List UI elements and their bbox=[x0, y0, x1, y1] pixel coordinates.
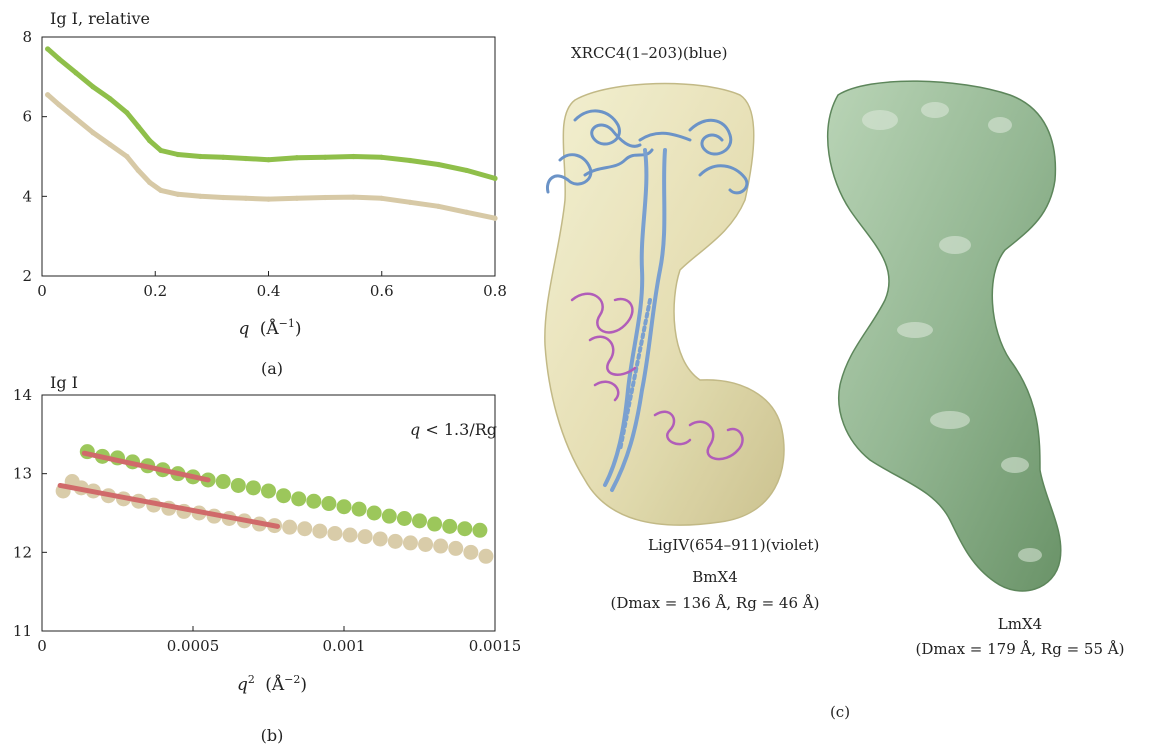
xrcc4-head bbox=[545, 109, 749, 195]
chart-a-xlabel: q (Å−1) bbox=[238, 317, 301, 339]
xrcc4-label: XRCC4(1–203)(blue) bbox=[571, 44, 728, 62]
bmx4-envelope bbox=[544, 82, 785, 526]
chart-b-point bbox=[463, 544, 479, 560]
chart-b-point bbox=[306, 493, 322, 509]
chart-b-ytick-label: 12 bbox=[13, 543, 32, 561]
chart-b-xtick-label: 0.0015 bbox=[469, 637, 520, 655]
chart-a-series-trace bbox=[45, 92, 498, 221]
chart-b-point bbox=[342, 527, 358, 543]
chart-b-point bbox=[387, 533, 403, 549]
chart-a-ticks: 0 0.2 0.4 0.6 0.8 2 4 6 8 bbox=[22, 28, 506, 300]
chart-b-point bbox=[457, 521, 473, 537]
chart-a-xtick-label: 0.6 bbox=[370, 282, 394, 300]
chart-a-xtick-label: 0 bbox=[37, 282, 47, 300]
chart-b-point bbox=[427, 516, 443, 532]
chart-b-point bbox=[442, 518, 458, 534]
chart-b-ylabel: Ig I bbox=[50, 375, 78, 392]
chart-b-ticks: 0 0.0005 0.001 0.0015 11 12 13 14 bbox=[13, 386, 520, 655]
chart-b-point bbox=[291, 491, 307, 507]
chart-b-point bbox=[351, 501, 367, 517]
chart-a-panel-label: (a) bbox=[261, 359, 283, 378]
chart-b-point bbox=[321, 496, 337, 512]
chart-b-point bbox=[366, 505, 382, 521]
chart-b-ytick-label: 13 bbox=[13, 465, 32, 483]
chart-b-point bbox=[261, 483, 276, 499]
chart-b-axes bbox=[41, 394, 496, 632]
chart-b-panel-label: (b) bbox=[261, 726, 284, 745]
chart-a-ytick-label: 6 bbox=[22, 108, 32, 126]
ligiv-domains bbox=[570, 292, 744, 461]
chart-b-point bbox=[396, 511, 412, 527]
chart-b-ytick-label: 11 bbox=[13, 622, 32, 640]
xrcc4-coiled-coil bbox=[603, 148, 667, 492]
chart-b-point bbox=[297, 521, 313, 537]
chart-b-frame bbox=[41, 394, 496, 632]
chart-b-point bbox=[372, 531, 388, 547]
lmx4-surface-highlights bbox=[862, 102, 1042, 562]
chart-b-point bbox=[472, 522, 488, 538]
chart-a-ytick-label: 8 bbox=[22, 28, 32, 46]
chart-a-xtick-label: 0.2 bbox=[143, 282, 167, 300]
lmx4-envelope bbox=[827, 80, 1062, 592]
chart-b-point bbox=[245, 480, 261, 496]
chart-b: 0 0.0005 0.001 0.0015 11 12 13 14 Ig I q < 1.3/… bbox=[13, 375, 520, 745]
chart-b-fit-line bbox=[81, 450, 211, 483]
chart-b-point bbox=[381, 508, 397, 524]
chart-b-point bbox=[336, 499, 352, 515]
bmx4-stats: (Dmax = 136 Å, Rg = 46 Å) bbox=[610, 594, 820, 612]
chart-b-point bbox=[357, 529, 373, 545]
chart-a-marks bbox=[45, 46, 498, 221]
ligiv-label: LigIV(654–911)(violet) bbox=[648, 536, 820, 554]
chart-b-point bbox=[327, 525, 343, 541]
chart-a-ylabel: Ig I, relative bbox=[50, 9, 150, 28]
chart-b-xlabel: q2 (Å−2) bbox=[237, 668, 307, 695]
chart-a-ytick-label: 4 bbox=[22, 187, 32, 205]
chart-a-ytick-label: 2 bbox=[22, 267, 32, 285]
lmx4-name: LmX4 bbox=[997, 615, 1043, 633]
chart-b-ytick-label: 14 bbox=[13, 386, 32, 404]
chart-b-point bbox=[448, 540, 464, 556]
chart-b-xtick-label: 0.0005 bbox=[167, 637, 220, 655]
chart-a: 0 0.2 0.4 0.6 0.8 2 4 6 8 Ig I, relative q (Å−1)… bbox=[22, 9, 506, 378]
chart-a-series-trace bbox=[45, 46, 498, 181]
chart-b-xtick-label: 0.001 bbox=[323, 637, 366, 655]
chart-b-fit-lines bbox=[57, 450, 281, 529]
chart-b-point bbox=[276, 488, 292, 504]
chart-b-point bbox=[230, 477, 246, 493]
chart-b-point bbox=[478, 548, 494, 564]
chart-b-annotation: q < 1.3/Rg bbox=[410, 420, 497, 439]
chart-b-point bbox=[312, 523, 328, 539]
chart-b-point bbox=[402, 535, 418, 551]
panel-c-label: (c) bbox=[829, 703, 851, 721]
chart-b-point bbox=[433, 538, 449, 554]
chart-b-point bbox=[215, 474, 231, 490]
chart-a-xtick-label: 0.4 bbox=[257, 282, 281, 300]
chart-b-xtick-label: 0 bbox=[37, 637, 47, 655]
chart-b-point bbox=[282, 519, 298, 535]
chart-a-xtick-label: 0.8 bbox=[483, 282, 507, 300]
chart-b-fit-line bbox=[57, 482, 281, 529]
chart-b-point bbox=[412, 513, 427, 529]
chart-b-point bbox=[418, 536, 434, 552]
bmx4-name: BmX4 bbox=[692, 568, 738, 586]
lmx4-stats: (Dmax = 179 Å, Rg = 55 Å) bbox=[915, 640, 1125, 658]
